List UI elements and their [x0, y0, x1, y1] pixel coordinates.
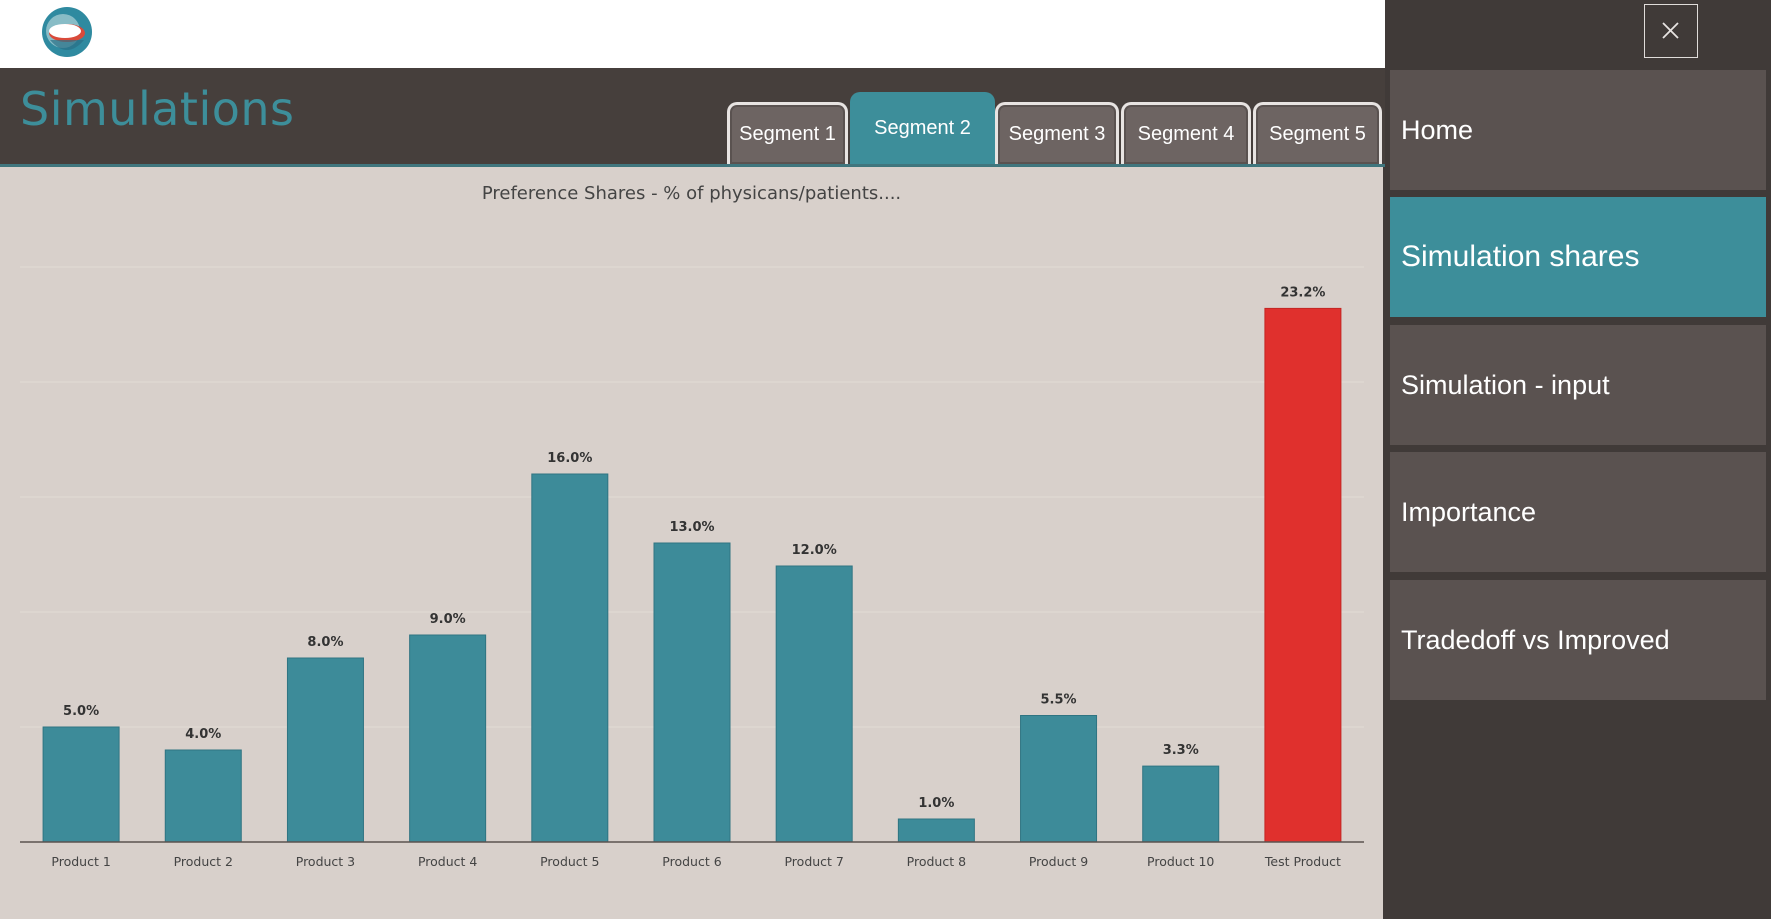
- company-logo: [42, 7, 92, 57]
- bar: [164, 749, 242, 843]
- close-icon: [1662, 22, 1679, 39]
- nav-item-home[interactable]: Home: [1390, 70, 1766, 190]
- x-tick-label: Product 1: [51, 854, 110, 869]
- data-label: 23.2%: [1280, 285, 1325, 300]
- tab-segment-2[interactable]: Segment 2: [850, 92, 995, 164]
- x-tick-label: Product 7: [784, 854, 843, 869]
- x-tick-label: Product 3: [296, 854, 355, 869]
- bar: [409, 634, 487, 843]
- bar: [42, 726, 120, 843]
- nav-item-simulation-shares[interactable]: Simulation shares: [1390, 197, 1766, 317]
- tab-segment-3[interactable]: Segment 3: [995, 102, 1119, 164]
- x-tick-label: Product 2: [174, 854, 233, 869]
- data-label: 8.0%: [307, 635, 343, 650]
- data-label: 5.0%: [63, 704, 99, 719]
- data-label: 5.5%: [1041, 693, 1077, 708]
- data-label: 12.0%: [792, 543, 837, 558]
- top-bar: [0, 0, 1385, 68]
- data-label: 13.0%: [669, 520, 714, 535]
- x-tick-label: Product 4: [418, 854, 477, 869]
- data-label: 3.3%: [1163, 743, 1199, 758]
- preference-shares-chart: 5.0% Product 1 4.0% Product 2 8.0% Product 3 9…: [20, 266, 1364, 869]
- bar: [531, 473, 609, 843]
- bar: [286, 657, 364, 843]
- data-label: 16.0%: [547, 451, 592, 466]
- x-tick-label: Product 5: [540, 854, 599, 869]
- tab-segment-5[interactable]: Segment 5: [1253, 102, 1382, 164]
- nav-item-tradedoff-vs-improved[interactable]: Tradedoff vs Improved: [1390, 580, 1766, 700]
- nav-item-label: Tradedoff vs Improved: [1401, 624, 1670, 655]
- bar: [775, 565, 853, 843]
- page-title: Simulations: [20, 82, 295, 136]
- bar: [1142, 765, 1220, 843]
- nav-item-label: Simulation - input: [1401, 369, 1610, 400]
- data-label: 1.0%: [918, 796, 954, 811]
- nav-item-label: Importance: [1401, 496, 1537, 527]
- tab-segment-4[interactable]: Segment 4: [1121, 102, 1251, 164]
- header-divider: [0, 164, 1385, 167]
- page-header: Simulations Segment 1 Segment 2 Segment …: [0, 68, 1385, 166]
- data-label: 9.0%: [430, 612, 466, 627]
- x-tick-label: Test Product: [1264, 854, 1341, 869]
- nav-item-simulation-input[interactable]: Simulation - input: [1390, 325, 1766, 445]
- chart-title: Preference Shares - % of physicans/patie…: [481, 183, 902, 204]
- tab-segment-1[interactable]: Segment 1: [727, 102, 848, 164]
- data-label: 4.0%: [185, 727, 221, 742]
- close-button[interactable]: [1644, 4, 1698, 58]
- nav-item-importance[interactable]: Importance: [1390, 452, 1766, 572]
- bar: [1264, 307, 1342, 843]
- x-tick-label: Product 9: [1029, 854, 1088, 869]
- bar: [897, 818, 975, 843]
- nav-item-label: Simulation shares: [1401, 240, 1640, 273]
- x-tick-label: Product 8: [907, 854, 966, 869]
- bar: [1020, 715, 1098, 843]
- nav-item-label: Home: [1401, 114, 1474, 145]
- chart-area: Preference Shares - % of physicans/patie…: [0, 167, 1383, 919]
- bar: [653, 542, 731, 843]
- x-tick-label: Product 6: [662, 854, 721, 869]
- x-tick-label: Product 10: [1147, 854, 1214, 869]
